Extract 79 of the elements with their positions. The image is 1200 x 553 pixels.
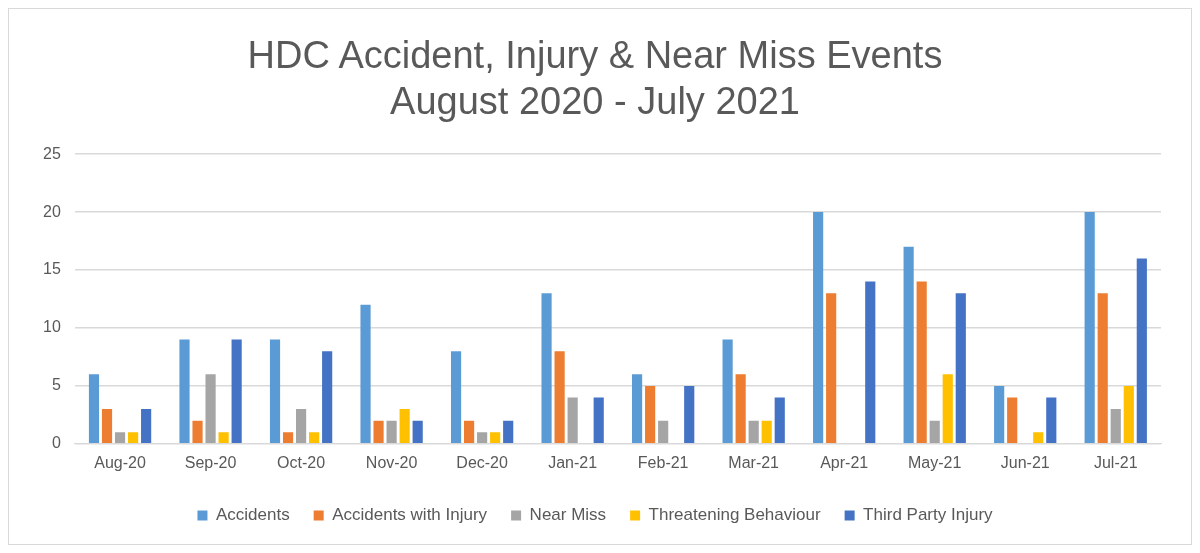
bar (916, 281, 927, 444)
y-tick-label: 0 (51, 434, 61, 452)
bar (994, 385, 1005, 444)
bar (205, 374, 216, 444)
bar (309, 432, 320, 444)
legend-label: Accidents (215, 505, 290, 525)
x-tick-label: Jan-21 (548, 453, 598, 471)
bar (114, 432, 126, 444)
bar (128, 432, 139, 444)
bar (1084, 212, 1095, 444)
x-tick-label: Aug-20 (94, 453, 146, 471)
bar (632, 374, 643, 444)
bar (231, 339, 242, 444)
bar (929, 420, 940, 444)
bar (593, 397, 604, 444)
bar (1033, 432, 1044, 444)
y-tick-label: 5 (51, 376, 61, 394)
x-tick-label: Jun-21 (1000, 453, 1050, 471)
bar (464, 420, 475, 444)
bar (1110, 409, 1121, 444)
bar (490, 432, 501, 444)
bar (386, 420, 397, 444)
bar (554, 351, 565, 444)
bar (684, 385, 695, 444)
bar (735, 374, 746, 444)
legend-label: Near Miss (529, 505, 607, 525)
bar (761, 420, 772, 444)
bar (141, 409, 152, 444)
bar (322, 351, 333, 444)
bar (774, 397, 785, 444)
bar (942, 374, 953, 444)
bar (903, 246, 914, 444)
y-tick-label: 15 (43, 260, 61, 278)
bar (503, 420, 514, 444)
y-tick-label: 10 (43, 318, 61, 336)
bar (269, 339, 281, 444)
bar (296, 409, 307, 444)
x-tick-label: Dec-20 (456, 453, 509, 471)
y-tick-label: 25 (43, 144, 61, 162)
bar (282, 432, 294, 444)
x-tick-label: May-21 (908, 453, 962, 471)
bar (865, 281, 876, 444)
legend-label: Third Party Injury (863, 505, 994, 525)
bar (748, 420, 759, 444)
bar (955, 293, 966, 444)
bar (101, 409, 113, 444)
legend-label: Threatening Behaviour (648, 505, 821, 525)
x-tick-label: Apr-21 (820, 453, 869, 471)
bar (1097, 293, 1108, 444)
legend-label: Accidents with Injury (332, 505, 488, 525)
bar (813, 212, 824, 444)
bar (88, 374, 100, 444)
bar (1136, 258, 1147, 444)
x-tick-label: Nov-20 (365, 453, 418, 471)
bar (179, 339, 190, 444)
bar (218, 432, 229, 444)
chart-title: HDC Accident, Injury & Near Miss Events August 2020 - July 2021 (247, 34, 943, 122)
bar (1046, 397, 1057, 444)
bar (645, 385, 656, 444)
bar (1123, 385, 1134, 444)
x-tick-label: Sep-20 (184, 453, 237, 471)
bar (1007, 397, 1018, 444)
bar (567, 397, 578, 444)
bar (192, 420, 203, 444)
x-tick-label: Feb-21 (637, 453, 689, 471)
bar (450, 351, 462, 444)
x-tick-label: Oct-20 (277, 453, 326, 471)
x-tick-label: Mar-21 (728, 453, 780, 471)
bar (399, 409, 410, 444)
bar (826, 293, 837, 444)
bar (541, 293, 552, 444)
y-tick-label: 20 (43, 202, 61, 220)
bar (373, 420, 384, 444)
bar (722, 339, 733, 444)
bar (477, 432, 488, 444)
bar (412, 420, 423, 444)
x-tick-label: Jul-21 (1093, 453, 1138, 471)
bar (360, 304, 371, 444)
bar (658, 420, 669, 444)
